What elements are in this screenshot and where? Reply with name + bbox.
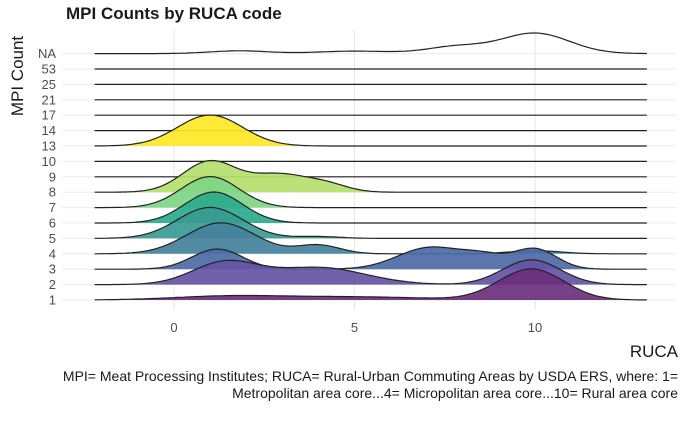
x-tick-label: 5: [351, 320, 358, 335]
ridge-line-2: [94, 259, 647, 286]
y-tick-label: 8: [49, 185, 56, 200]
ridge-line-8: [94, 159, 647, 193]
x-tick-label: 0: [170, 320, 177, 335]
y-tick-label: 9: [49, 169, 56, 184]
ridge-fill-4: [94, 222, 647, 254]
ridge-line-3: [94, 246, 647, 270]
y-tick-label: 3: [49, 262, 56, 277]
y-tick-label: 14: [42, 123, 56, 138]
y-tick-label: 1: [49, 293, 56, 308]
y-tick-label: 5: [49, 231, 56, 246]
chart-title: MPI Counts by RUCA code: [66, 4, 282, 23]
ridge-line-7: [94, 175, 647, 209]
ridge-line-1: [94, 268, 647, 301]
y-tick-label: 7: [49, 200, 56, 215]
ridge-line-6: [94, 191, 647, 224]
y-tick-label: NA: [38, 46, 56, 61]
ridge-line-13: [94, 114, 647, 147]
y-tick-label: 10: [42, 154, 56, 169]
ridge-line-4: [94, 222, 647, 255]
y-tick-label: 4: [49, 246, 56, 261]
ridge-fill-1: [94, 268, 647, 300]
y-axis-title: MPI Count: [8, 35, 27, 117]
y-tick-label: 13: [42, 139, 56, 154]
x-axis-title: RUCA: [629, 342, 678, 361]
y-tick-label: 17: [42, 108, 56, 123]
y-tick-label: 21: [42, 92, 56, 107]
ridge-line-NA: [94, 32, 647, 55]
y-tick-label: 25: [42, 77, 56, 92]
ridge-fill-13: [94, 115, 647, 146]
y-tick-label: 53: [42, 62, 56, 77]
ridge-line-5: [94, 206, 647, 239]
y-tick-label: 6: [49, 216, 56, 231]
y-tick-label: 2: [49, 277, 56, 292]
chart-caption: MPI= Meat Processing Institutes; RUCA= R…: [62, 368, 678, 401]
x-tick-label: 10: [528, 320, 542, 335]
